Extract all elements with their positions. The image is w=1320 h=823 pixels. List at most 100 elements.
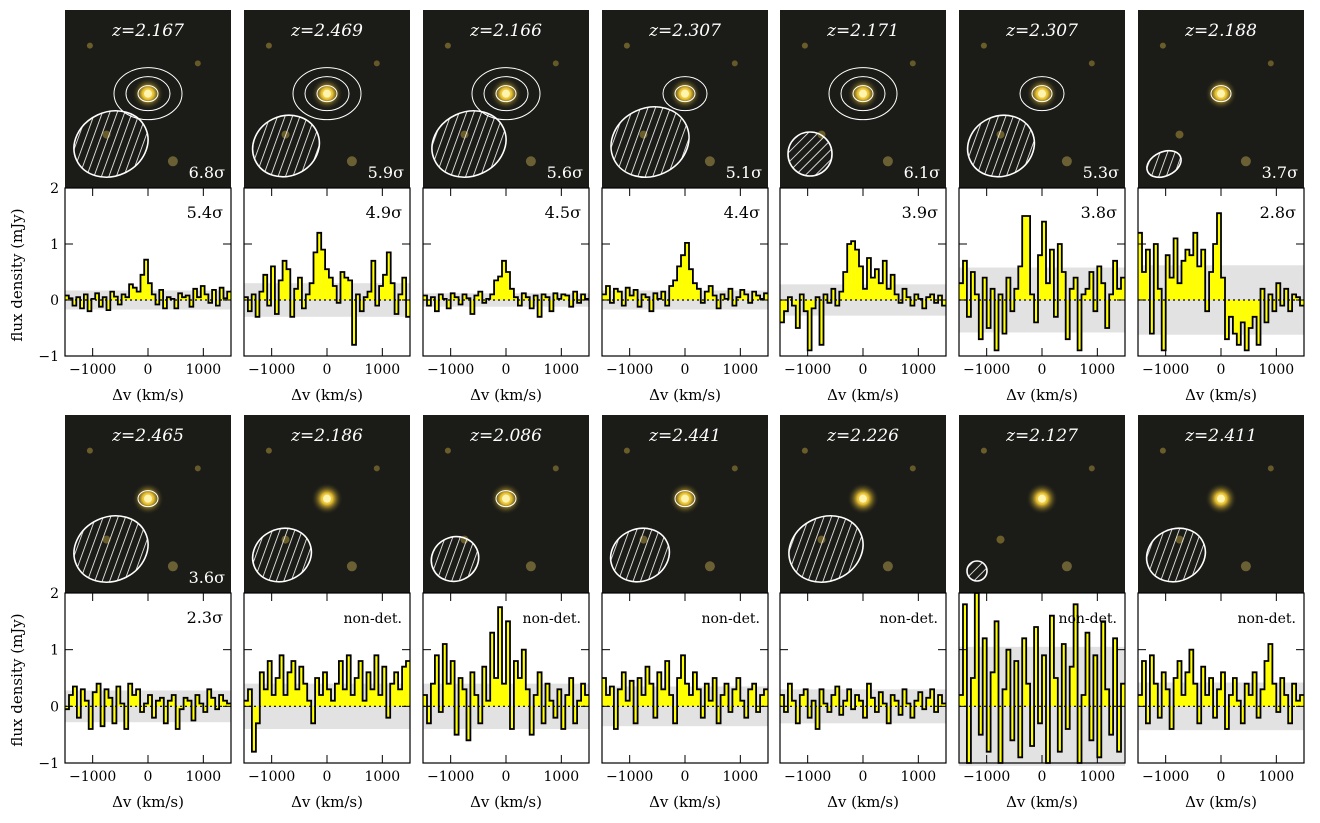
- redshift-label: z=2.086: [469, 426, 542, 446]
- spectrum-panel: −1000 0 1000Δv (km/s) non-det.: [602, 593, 768, 811]
- image-significance: 5.1σ: [726, 163, 762, 182]
- panel-19985: 19985z=2.1883.7σ−100001000Δv (km/s)2.8σ: [1138, 9, 1304, 404]
- flux-bar: [1178, 283, 1182, 300]
- panel-3666: 3666z=2.086−100001000Δv (km/s)non-det.: [423, 415, 589, 811]
- x-tick-label: −1000: [427, 769, 474, 785]
- image-significance: 6.1σ: [904, 163, 940, 182]
- flux-bar: [319, 695, 323, 706]
- spectrum-panel: −1000 0 1000Δv (km/s) non-det.: [244, 593, 410, 811]
- background-source: [997, 536, 1005, 544]
- x-tick-label: 0: [1038, 362, 1047, 378]
- background-source: [624, 43, 630, 49]
- y-axis-label-bottom: flux density (mJy): [8, 613, 26, 746]
- x-tick-label: −1000: [784, 769, 831, 785]
- x-tick-label: 0: [681, 769, 690, 785]
- y-tick-label: 2: [50, 586, 59, 602]
- background-source: [87, 448, 93, 454]
- x-tick-label: −1000: [606, 769, 653, 785]
- redshift-label: z=2.465: [111, 426, 184, 446]
- y-tick-label: 1: [50, 643, 59, 659]
- flux-bar: [1117, 289, 1121, 300]
- panel-13296: 13296z=2.1676.8σ−100001000Δv (km/s)210−1…: [38, 9, 231, 404]
- x-tick-label: −1000: [963, 362, 1010, 378]
- x-axis-label: Δv (km/s): [291, 793, 363, 811]
- panel-5814: 5814z=2.127−100001000Δv (km/s)non-det.: [959, 415, 1125, 811]
- x-axis-label: Δv (km/s): [1006, 793, 1078, 811]
- background-source: [1160, 43, 1166, 49]
- image-significance: 5.6σ: [547, 163, 583, 182]
- background-source: [732, 60, 738, 66]
- flux-bar: [1197, 266, 1201, 300]
- panel-3324: 3324z=2.3075.3σ−100001000Δv (km/s)3.8σ: [958, 9, 1125, 404]
- central-source-core: [1217, 495, 1225, 503]
- background-source: [168, 156, 178, 166]
- flux-bar: [447, 684, 451, 707]
- redshift-label: z=2.186: [290, 426, 363, 446]
- background-source: [1160, 448, 1166, 454]
- x-tick-label: 1000: [1080, 362, 1116, 378]
- spectrum-panel: −1000 0 1000Δv (km/s)210−12.3σ: [38, 586, 231, 811]
- redshift-label: z=2.127: [1005, 426, 1078, 446]
- flux-bar: [1046, 283, 1050, 300]
- background-source: [266, 43, 272, 49]
- panel-19753: 19753z=2.4695.9σ−100001000Δv (km/s)4.9σ: [243, 9, 410, 404]
- x-axis-label: Δv (km/s): [827, 386, 899, 404]
- flux-bar: [1170, 278, 1174, 300]
- flux-bar: [1181, 695, 1185, 706]
- x-tick-label: 0: [681, 362, 690, 378]
- background-source: [883, 156, 893, 166]
- background-source: [445, 43, 451, 49]
- x-axis-label: Δv (km/s): [112, 386, 184, 404]
- flux-bar: [661, 689, 665, 706]
- redshift-label: z=2.171: [826, 21, 899, 41]
- panel-4497: 4497z=2.441−100001000Δv (km/s)non-det.: [602, 415, 768, 811]
- background-source: [981, 448, 987, 454]
- background-source: [1062, 156, 1072, 166]
- central-source-core: [1038, 495, 1046, 503]
- x-tick-label: −1000: [69, 362, 116, 378]
- image-significance: 5.3σ: [1083, 163, 1119, 182]
- x-tick-label: 1000: [544, 769, 580, 785]
- background-source: [732, 465, 738, 471]
- background-source: [802, 448, 808, 454]
- flux-bar: [879, 283, 883, 300]
- panel-13701: 13701z=2.1665.6σ−100001000Δv (km/s)4.5σ: [421, 9, 589, 404]
- x-tick-label: 0: [1038, 769, 1047, 785]
- spectrum-panel: −1000 0 1000Δv (km/s)4.5σ: [423, 188, 589, 404]
- panel-9971: 9971z=2.411−100001000Δv (km/s)non-det.: [1138, 415, 1304, 811]
- x-axis-label: Δv (km/s): [1185, 793, 1257, 811]
- spectrum-panel: −1000 0 1000Δv (km/s)2.8σ: [1138, 188, 1304, 404]
- flux-bar: [1205, 695, 1209, 706]
- background-source: [910, 60, 916, 66]
- background-source: [553, 60, 559, 66]
- flux-bar: [502, 684, 506, 707]
- flux-bar: [863, 289, 867, 300]
- background-source: [526, 561, 536, 571]
- central-source-core: [323, 90, 331, 98]
- x-tick-label: 1000: [723, 769, 759, 785]
- central-source-core: [859, 90, 867, 98]
- spectrum-significance: non-det.: [879, 611, 938, 627]
- image-significance: 6.8σ: [189, 163, 225, 182]
- background-source: [910, 465, 916, 471]
- central-source-core: [502, 90, 510, 98]
- panels-layer: 13296z=2.1676.8σ−100001000Δv (km/s)210−1…: [38, 9, 1304, 811]
- background-source: [1176, 131, 1184, 139]
- flux-bar: [887, 289, 891, 300]
- spectrum-significance: 5.4σ: [187, 203, 223, 222]
- y-axis-label-top: flux density (mJy): [8, 208, 26, 341]
- flux-bar: [343, 689, 347, 706]
- x-tick-label: 0: [323, 362, 332, 378]
- redshift-label: z=2.188: [1184, 21, 1257, 41]
- central-source-core: [323, 495, 331, 503]
- x-tick-label: −1000: [248, 362, 295, 378]
- background-source: [1268, 465, 1274, 471]
- x-tick-label: 0: [1217, 769, 1226, 785]
- redshift-label: z=2.307: [648, 21, 721, 41]
- background-source: [883, 561, 893, 571]
- redshift-label: z=2.411: [1184, 426, 1257, 446]
- x-axis-label: Δv (km/s): [649, 386, 721, 404]
- central-source-core: [144, 90, 152, 98]
